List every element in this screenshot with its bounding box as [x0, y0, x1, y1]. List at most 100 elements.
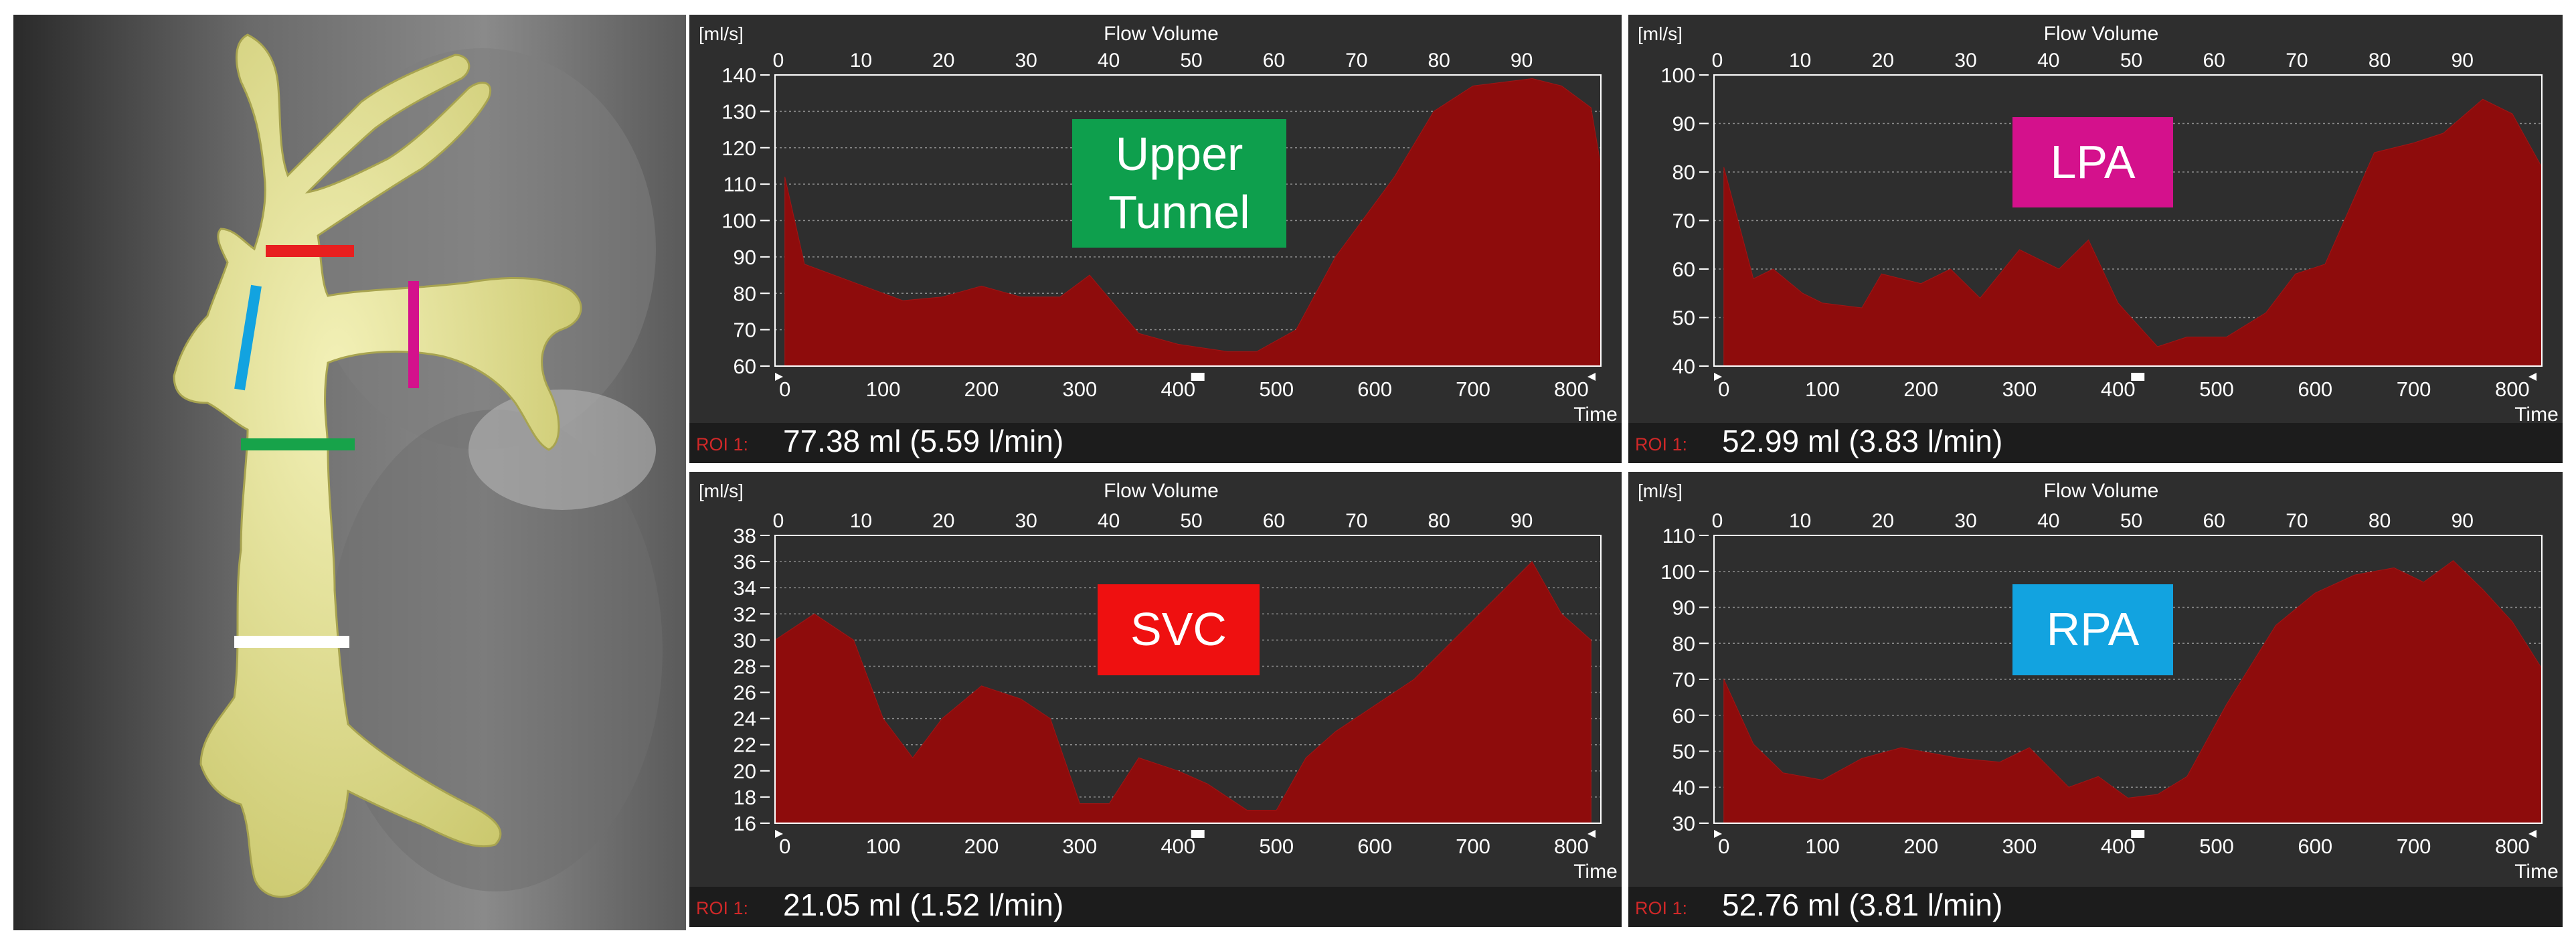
x-tick-label: 800 [1554, 377, 1589, 401]
svc-tag: SVC [1098, 584, 1260, 675]
y-tick-label: 130 [721, 100, 756, 123]
y-unit-label: [ml/s] [1638, 481, 1683, 501]
chart-title: Flow Volume [2044, 23, 2159, 45]
x-tick-label: 400 [1161, 377, 1195, 401]
background-tissue [328, 410, 663, 891]
chart-footer: ROI 1: 21.05 ml (1.52 l/min) [689, 887, 1622, 927]
x-tick-label: 200 [964, 835, 999, 858]
top-tick-label: 10 [1789, 50, 1811, 72]
y-tick-label: 70 [1672, 668, 1695, 691]
y-tick-label: 70 [1672, 209, 1695, 233]
y-tick-label: 60 [734, 355, 756, 378]
top-tick-label: 10 [850, 50, 872, 72]
background-tissue [468, 390, 656, 510]
roi-flow-value: 52.76 ml (3.81 l/min) [1722, 887, 2003, 922]
x-tick-label: 500 [1259, 835, 1294, 858]
roi-label: ROI 1: [1635, 434, 1688, 454]
top-tick-label: 10 [850, 510, 872, 532]
top-tick-label: 0 [773, 510, 784, 532]
flow-area-series [784, 78, 1602, 367]
top-tick-label: 80 [2369, 50, 2391, 72]
top-tick-label: 40 [2037, 510, 2059, 532]
vessel-render-image [13, 15, 686, 930]
y-tick-label: 34 [734, 576, 756, 600]
roi-label: ROI 1: [696, 434, 749, 454]
top-tick-label: 30 [1015, 510, 1037, 532]
plot-frame [774, 535, 1602, 824]
timeline-cursor [2131, 830, 2145, 838]
timeline-cursor [1191, 373, 1205, 381]
y-tick-label: 24 [734, 707, 756, 731]
top-tick-label: 50 [2120, 50, 2142, 72]
top-tick-label: 70 [2286, 510, 2308, 532]
x-tick-label: 100 [1805, 377, 1840, 401]
timeline-end-arrow [2528, 830, 2537, 838]
x-tick-label: 500 [1259, 377, 1294, 401]
top-tick-label: 40 [1098, 50, 1120, 72]
x-tick-label: 300 [1063, 835, 1098, 858]
x-tick-label: 200 [1903, 835, 1938, 858]
y-tick-label: 22 [734, 734, 756, 757]
x-tick-label: 0 [779, 377, 790, 401]
timeline-cursor [1191, 830, 1205, 838]
chart-title: Flow Volume [2044, 480, 2159, 502]
top-tick-label: 90 [1511, 50, 1533, 72]
top-tick-label: 60 [2203, 510, 2225, 532]
timeline-start-arrow [775, 830, 783, 838]
x-tick-label: 100 [866, 835, 901, 858]
top-tick-label: 20 [932, 50, 954, 72]
top-tick-label: 60 [2203, 50, 2225, 72]
rpa-tag: RPA [2012, 584, 2173, 675]
y-tick-label: 60 [1672, 704, 1695, 727]
x-tick-label: 100 [1805, 835, 1840, 858]
top-tick-label: 50 [1180, 510, 1202, 532]
top-tick-label: 90 [2452, 50, 2474, 72]
y-unit-label: [ml/s] [699, 23, 744, 44]
x-tick-label: 100 [866, 377, 901, 401]
x-axis-label: Time [2514, 861, 2559, 883]
x-tick-label: 300 [2002, 835, 2037, 858]
chart-footer: ROI 1: 52.99 ml (3.83 l/min) [1628, 423, 2563, 463]
roi-label: ROI 1: [1635, 898, 1688, 918]
x-tick-label: 500 [2199, 377, 2234, 401]
chart-svg-rpa: 30 40 50 60 70 80 90 100 110 0 10 20 30 40 50 60 70 80 90 0… [1638, 480, 2559, 883]
x-tick-label: 800 [2495, 377, 2530, 401]
top-tick-label: 60 [1263, 50, 1285, 72]
chart-footer: ROI 1: 77.38 ml (5.59 l/min) [689, 423, 1622, 463]
y-tick-label: 38 [734, 524, 756, 547]
x-tick-label: 700 [1456, 835, 1490, 858]
y-tick-label: 40 [1672, 355, 1695, 378]
top-tick-label: 70 [1345, 50, 1367, 72]
flow-area-series [1723, 98, 2543, 367]
lpa-tag: LPA [2012, 117, 2173, 207]
y-tick-label: 36 [734, 550, 756, 574]
x-tick-label: 600 [1357, 377, 1392, 401]
y-tick-label: 18 [734, 786, 756, 809]
chart-footer: ROI 1: 52.76 ml (3.81 l/min) [1628, 887, 2563, 927]
top-tick-label: 0 [1712, 510, 1723, 532]
y-tick-label: 100 [1660, 560, 1695, 584]
plot-frame [1713, 535, 2543, 824]
top-tick-label: 80 [2369, 510, 2391, 532]
vessel-render-svg [13, 15, 686, 930]
y-unit-label: [ml/s] [699, 481, 744, 501]
roi-flow-value: 77.38 ml (5.59 l/min) [783, 424, 1064, 458]
upper-tunnel-tag: Upper Tunnel [1072, 119, 1286, 248]
y-tick-label: 20 [734, 760, 756, 783]
top-tick-label: 90 [1511, 510, 1533, 532]
timeline-end-arrow [1587, 830, 1596, 838]
x-tick-label: 600 [2298, 835, 2332, 858]
y-tick-label: 80 [1672, 632, 1695, 655]
timeline-start-arrow [775, 373, 783, 381]
flow-area-series [1723, 560, 2543, 824]
x-tick-label: 400 [1161, 835, 1195, 858]
y-tick-label: 90 [1672, 596, 1695, 620]
x-tick-label: 400 [2101, 835, 2136, 858]
chart-title: Flow Volume [1104, 23, 1219, 45]
y-tick-label: 120 [721, 137, 756, 160]
x-tick-label: 800 [1554, 835, 1589, 858]
top-tick-label: 0 [1712, 50, 1723, 72]
y-tick-label: 40 [1672, 776, 1695, 799]
x-axis-label: Time [2514, 404, 2559, 423]
chart-title: Flow Volume [1104, 480, 1219, 502]
